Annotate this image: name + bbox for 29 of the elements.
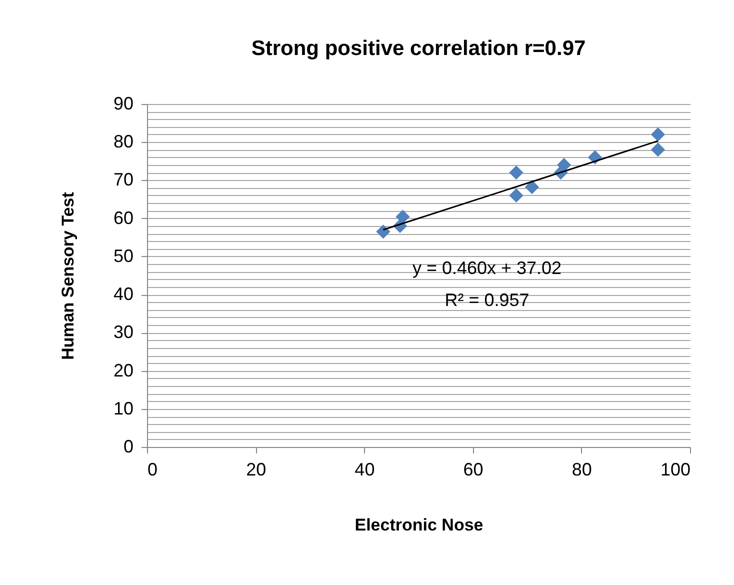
point xyxy=(376,224,390,239)
point xyxy=(650,142,666,157)
y-tick-label: 10 xyxy=(113,398,134,418)
point xyxy=(396,210,410,224)
annotation: y = 0.460x + 37.02 xyxy=(412,258,562,278)
point xyxy=(509,188,524,203)
x-axis-title: Electronic Nose xyxy=(354,516,484,534)
x-tick-label: 60 xyxy=(463,460,484,480)
y-tick-label: 50 xyxy=(113,246,134,266)
point xyxy=(524,180,540,194)
chart-title: Strong positive correlation r=0.97 xyxy=(251,37,586,60)
y-tick-label: 70 xyxy=(113,170,134,190)
x-tick-label: 80 xyxy=(572,460,592,480)
x-tick-label: 0 xyxy=(148,460,158,480)
y-axis-title: Human Sensory Test xyxy=(58,192,78,360)
y-tick-label: 0 xyxy=(123,436,134,456)
point xyxy=(650,127,666,142)
y-tick-label: 80 xyxy=(113,132,134,152)
y-tick-label: 30 xyxy=(113,322,134,342)
y-tick-label: 20 xyxy=(113,360,134,380)
x-tick-label: 100 xyxy=(660,460,690,480)
y-tick-label: 40 xyxy=(113,284,134,304)
annotation: R² = 0.957 xyxy=(444,290,530,310)
point xyxy=(556,158,572,172)
x-tick-label: 40 xyxy=(354,460,375,480)
point xyxy=(509,166,524,180)
x-tick-label: 20 xyxy=(246,460,266,480)
y-tick-label: 60 xyxy=(113,208,134,228)
y-tick-label: 90 xyxy=(113,94,134,114)
